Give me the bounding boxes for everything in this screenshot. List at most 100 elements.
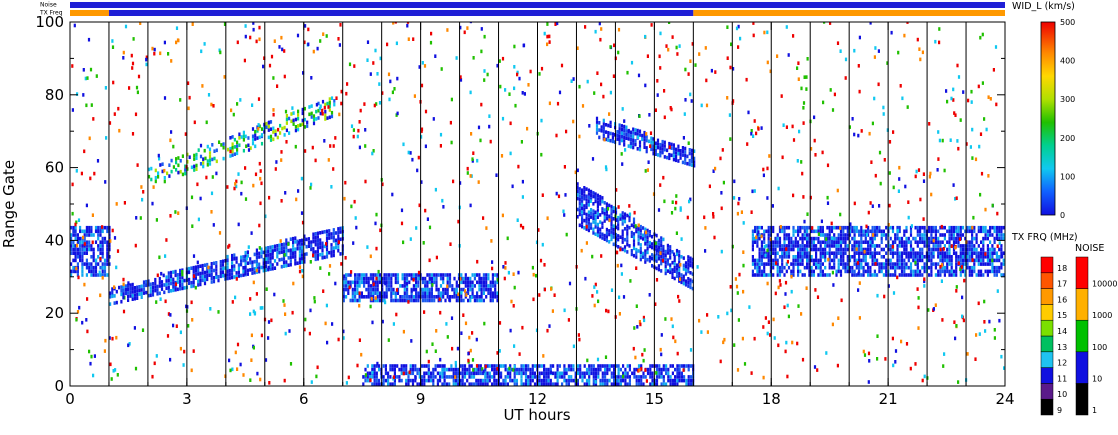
data-cell-4610 [726, 25, 729, 29]
data-cell-393 [228, 268, 231, 273]
data-cell-2266 [682, 263, 685, 268]
data-cell-3064 [882, 262, 885, 266]
data-cell-3038 [876, 273, 879, 277]
data-cell-3223 [919, 240, 922, 244]
data-cell-4373 [267, 336, 270, 340]
data-cell-4423 [803, 75, 806, 79]
data-cell-2830 [830, 244, 834, 248]
data-cell-3362 [948, 229, 951, 234]
data-cell-72 [85, 262, 88, 266]
data-cell-4916 [431, 342, 434, 346]
data-cell-1198 [467, 280, 470, 285]
data-cell-4443 [434, 187, 437, 192]
data-cell-2522 [760, 225, 763, 230]
data-cell-397 [231, 264, 234, 269]
data-cell-4275 [704, 249, 707, 253]
data-cell-3853 [190, 195, 194, 200]
data-cell-4302 [618, 295, 621, 300]
data-cell-4467 [546, 34, 549, 39]
data-cell-3460 [971, 269, 974, 274]
data-cell-1302 [375, 382, 378, 386]
data-cell-4401 [175, 26, 179, 30]
data-cell-1396 [427, 367, 430, 372]
data-cell-873 [345, 287, 348, 292]
data-cell-413 [237, 263, 240, 267]
data-cell-2467 [693, 163, 696, 168]
data-cell-2850 [835, 244, 838, 248]
data-cell-246 [154, 281, 157, 286]
data-cell-2910 [848, 269, 852, 274]
data-cell-1140 [442, 276, 445, 281]
data-cell-115 [94, 225, 98, 230]
data-cell-704 [193, 153, 196, 158]
data-cell-4425 [766, 196, 769, 200]
data-cell-3130 [898, 258, 901, 263]
data-cell-2525 [763, 265, 766, 270]
data-cell-3303 [937, 269, 940, 274]
data-cell-2438 [675, 151, 678, 155]
data-cell-2634 [787, 255, 791, 259]
data-cell-4495 [283, 49, 286, 53]
data-cell-838 [312, 121, 316, 126]
data-cell-3305 [937, 255, 940, 259]
data-cell-962 [376, 276, 379, 281]
data-cell-1961 [587, 199, 590, 204]
data-cell-2025 [605, 238, 608, 243]
data-cell-3748 [77, 218, 81, 222]
data-cell-1372 [414, 367, 417, 372]
data-cell-234 [147, 283, 150, 287]
data-cell-3153 [903, 251, 906, 255]
data-cell-4086 [396, 111, 399, 116]
data-cell-506 [280, 264, 283, 269]
data-cell-669 [154, 168, 157, 173]
data-cell-596 [316, 249, 319, 254]
data-cell-3371 [950, 236, 953, 241]
data-cell-1841 [658, 364, 661, 368]
data-cell-2320 [609, 124, 612, 128]
data-cell-2239 [673, 265, 676, 270]
data-cell-1729 [599, 382, 602, 386]
data-cell-3175 [907, 240, 910, 244]
data-cell-4339 [108, 121, 112, 125]
data-cell-4608 [375, 276, 378, 281]
data-cell-4386 [374, 296, 377, 300]
data-cell-2614 [783, 265, 786, 270]
data-cell-2455 [684, 146, 687, 151]
data-cell-686 [177, 170, 180, 175]
data-cell-3133 [898, 244, 901, 248]
data-cell-2116 [632, 224, 636, 229]
data-cell-2352 [625, 125, 628, 130]
data-cell-4195 [394, 22, 397, 24]
data-cell-712 [199, 143, 203, 148]
data-cell-1842 [660, 382, 663, 386]
data-cell-65 [83, 244, 86, 248]
data-cell-1618 [540, 378, 543, 383]
data-cell-3061 [880, 229, 883, 234]
data-cell-2298 [595, 120, 599, 124]
data-cell-494 [273, 259, 277, 263]
data-cell-2814 [828, 273, 831, 277]
data-cell-1320 [384, 371, 387, 376]
data-cell-276 [172, 284, 175, 289]
data-cell-3906 [185, 304, 188, 309]
data-cell-3701 [954, 197, 957, 201]
data-cell-3618 [264, 214, 267, 219]
data-cell-3349 [946, 240, 949, 244]
data-cell-1090 [424, 280, 427, 285]
data-cell-4760 [751, 189, 754, 194]
data-cell-1122 [435, 280, 438, 285]
data-cell-4776 [236, 102, 239, 106]
data-cell-4282 [983, 320, 986, 324]
data-cell-3870 [172, 144, 175, 149]
data-cell-3625 [831, 322, 834, 327]
data-cell-355 [210, 272, 213, 277]
data-cell-4038 [482, 216, 485, 220]
data-cell-2431 [672, 157, 675, 162]
data-cell-1968 [590, 211, 593, 216]
data-cell-4525 [780, 94, 783, 98]
data-cell-4169 [260, 133, 264, 137]
data-cell-4569 [978, 332, 981, 336]
data-cell-1112 [430, 276, 433, 281]
data-cell-3744 [616, 263, 619, 268]
data-cell-4116 [88, 136, 91, 141]
